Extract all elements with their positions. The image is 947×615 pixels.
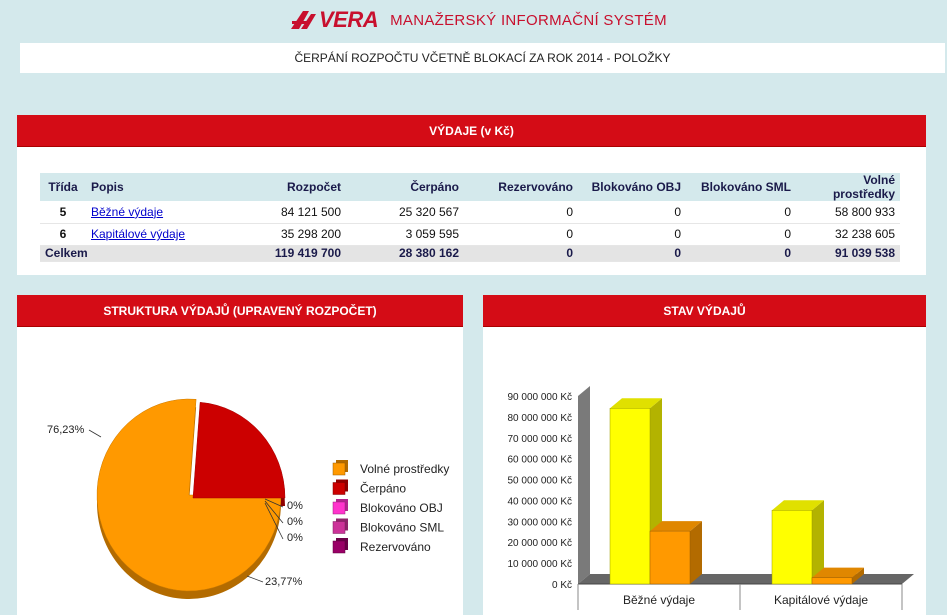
cell-cerpano: 3 059 595 xyxy=(346,223,464,246)
bar-top xyxy=(650,521,702,532)
y-tick-label: 20 000 000 Kč xyxy=(508,538,573,549)
top-header: VERA MANAŽERSKÝ INFORMAČNÍ SYSTÉM xyxy=(0,0,947,40)
col-header-volne[interactable]: Volné prostředky xyxy=(796,173,900,201)
cell-total-cerpano: 28 380 162 xyxy=(346,245,464,262)
bar-top xyxy=(812,567,864,578)
pie-slice xyxy=(192,402,286,499)
col-header-blokovano-obj[interactable]: Blokováno OBJ xyxy=(578,173,686,201)
pie-leader-line xyxy=(264,502,284,540)
cell-rozpocet: 35 298 200 xyxy=(226,223,346,246)
bar-side xyxy=(690,521,702,584)
bar xyxy=(811,577,853,585)
pie-slice-label: 0% xyxy=(287,516,303,528)
legend-label: Blokováno SML xyxy=(360,521,444,535)
y-tick-label: 0 Kč xyxy=(552,580,572,591)
y-tick-label: 70 000 000 Kč xyxy=(508,434,573,445)
y-tick-label: 10 000 000 Kč xyxy=(508,559,573,570)
structure-panel-title: STRUKTURA VÝDAJŮ (UPRAVENÝ ROZPOČET) xyxy=(17,295,463,327)
y-tick-label: 90 000 000 Kč xyxy=(508,392,573,403)
legend-label: Volné prostředky xyxy=(360,462,449,476)
legend-label: Rezervováno xyxy=(360,540,431,554)
cell-total-label: Celkem xyxy=(40,245,226,262)
cell-volne: 32 238 605 xyxy=(796,223,900,246)
status-panel-title: STAV VÝDAJŮ xyxy=(483,295,926,327)
cell-blokovano-obj: 0 xyxy=(578,201,686,224)
legend-label: Čerpáno xyxy=(360,481,406,496)
legend-swatch xyxy=(332,501,346,515)
expenses-table: Třída Popis Rozpočet Čerpáno Rezervováno… xyxy=(40,173,900,262)
expenses-panel: VÝDAJE (v Kč) Třída Popis Rozpočet Čerpá… xyxy=(17,115,926,275)
col-header-popis[interactable]: Popis xyxy=(86,173,226,201)
bar xyxy=(649,530,691,585)
bar xyxy=(771,510,813,585)
col-header-rozpocet[interactable]: Rozpočet xyxy=(226,173,346,201)
cell-total-rozpocet: 119 419 700 xyxy=(226,245,346,262)
cell-rezervovano: 0 xyxy=(464,223,578,246)
system-name: MANAŽERSKÝ INFORMAČNÍ SYSTÉM xyxy=(390,11,667,29)
y-tick-label: 60 000 000 Kč xyxy=(508,455,573,466)
cell-rezervovano: 0 xyxy=(464,201,578,224)
link-kapitalove-vydaje[interactable]: Kapitálové výdaje xyxy=(91,227,186,241)
pie-slice-label: 76,23% xyxy=(47,424,85,436)
pie-slice xyxy=(96,398,282,592)
legend-swatch xyxy=(332,462,346,476)
y-tick-label: 40 000 000 Kč xyxy=(508,496,573,507)
col-header-rezervovano[interactable]: Rezervováno xyxy=(464,173,578,201)
cell-total-rezervovano: 0 xyxy=(464,245,578,262)
x-tick-label: Kapitálové výdaje xyxy=(774,593,868,607)
cell-rozpocet: 84 121 500 xyxy=(226,201,346,224)
col-header-cerpano[interactable]: Čerpáno xyxy=(346,173,464,201)
vera-logo-icon xyxy=(291,11,316,29)
pie-slice-label: 0% xyxy=(287,532,303,544)
bar-top xyxy=(610,398,662,409)
legend-swatch xyxy=(332,521,346,534)
y-tick-label: 30 000 000 Kč xyxy=(508,517,573,528)
bar xyxy=(609,408,651,585)
table-row: 6 Kapitálové výdaje 35 298 200 3 059 595… xyxy=(40,223,900,246)
bar-chart: 0 Kč 10 000 000 Kč 20 000 000 Kč 30 000 000… xyxy=(508,386,914,610)
cell-total-blokovano-sml: 0 xyxy=(686,245,796,262)
cell-blokovano-sml: 0 xyxy=(686,201,796,224)
col-header-trida[interactable]: Třída xyxy=(40,173,86,201)
link-bezne-vydaje[interactable]: Běžné výdaje xyxy=(91,204,164,219)
bar-top xyxy=(772,500,824,511)
structure-panel: STRUKTURA VÝDAJŮ (UPRAVENÝ ROZPOČET) 76,… xyxy=(17,295,463,615)
table-row: 5 Běžné výdaje 84 121 500 25 320 567 0 0… xyxy=(40,201,900,224)
pie-chart: 76,23% 23,77% 0% 0% 0% Volné prostředky Čerpán… xyxy=(47,398,449,599)
logo: VERA MANAŽERSKÝ INFORMAČNÍ SYSTÉM xyxy=(289,7,667,33)
pie-leader-line xyxy=(264,498,284,508)
cell-volne: 58 800 933 xyxy=(796,201,900,224)
bar-side-wall xyxy=(578,386,590,584)
legend-swatch xyxy=(332,540,346,554)
cell-cerpano: 25 320 567 xyxy=(346,201,464,224)
cell-total-volne: 91 039 538 xyxy=(796,245,900,262)
col-header-blokovano-sml[interactable]: Blokováno SML xyxy=(686,173,796,201)
pie-slice-label: 23,77% xyxy=(265,576,303,588)
cell-blokovano-obj: 0 xyxy=(578,223,686,246)
y-tick-label: 80 000 000 Kč xyxy=(508,413,573,424)
bar-side xyxy=(812,500,824,584)
table-header-row: Třída Popis Rozpočet Čerpáno Rezervováno… xyxy=(40,173,900,201)
table-total-row: Celkem 119 419 700 28 380 162 0 0 0 91 0… xyxy=(40,245,900,262)
cell-total-blokovano-obj: 0 xyxy=(578,245,686,262)
y-tick-label: 50 000 000 Kč xyxy=(508,476,573,487)
page-title: ČERPÁNÍ ROZPOČTU VČETNĚ BLOKACÍ ZA ROK 2… xyxy=(20,43,945,73)
legend-label: Blokováno OBJ xyxy=(360,501,443,515)
cell-trida: 5 xyxy=(40,201,86,224)
expenses-panel-title: VÝDAJE (v Kč) xyxy=(17,115,926,147)
pie-slice-label: 0% xyxy=(287,500,303,512)
pie-leader-line xyxy=(88,429,102,438)
status-panel: STAV VÝDAJŮ 0 Kč 10 000 000 Kč 20 000 000 … xyxy=(483,295,926,615)
cell-blokovano-sml: 0 xyxy=(686,223,796,246)
pie-leader-line xyxy=(246,575,264,583)
legend-swatch xyxy=(332,482,346,495)
bar-side xyxy=(852,567,864,584)
cell-trida: 6 xyxy=(40,223,86,246)
pie-leader-line xyxy=(264,500,284,524)
x-tick-label: Běžné výdaje xyxy=(623,593,695,607)
logo-text: VERA xyxy=(319,7,379,32)
